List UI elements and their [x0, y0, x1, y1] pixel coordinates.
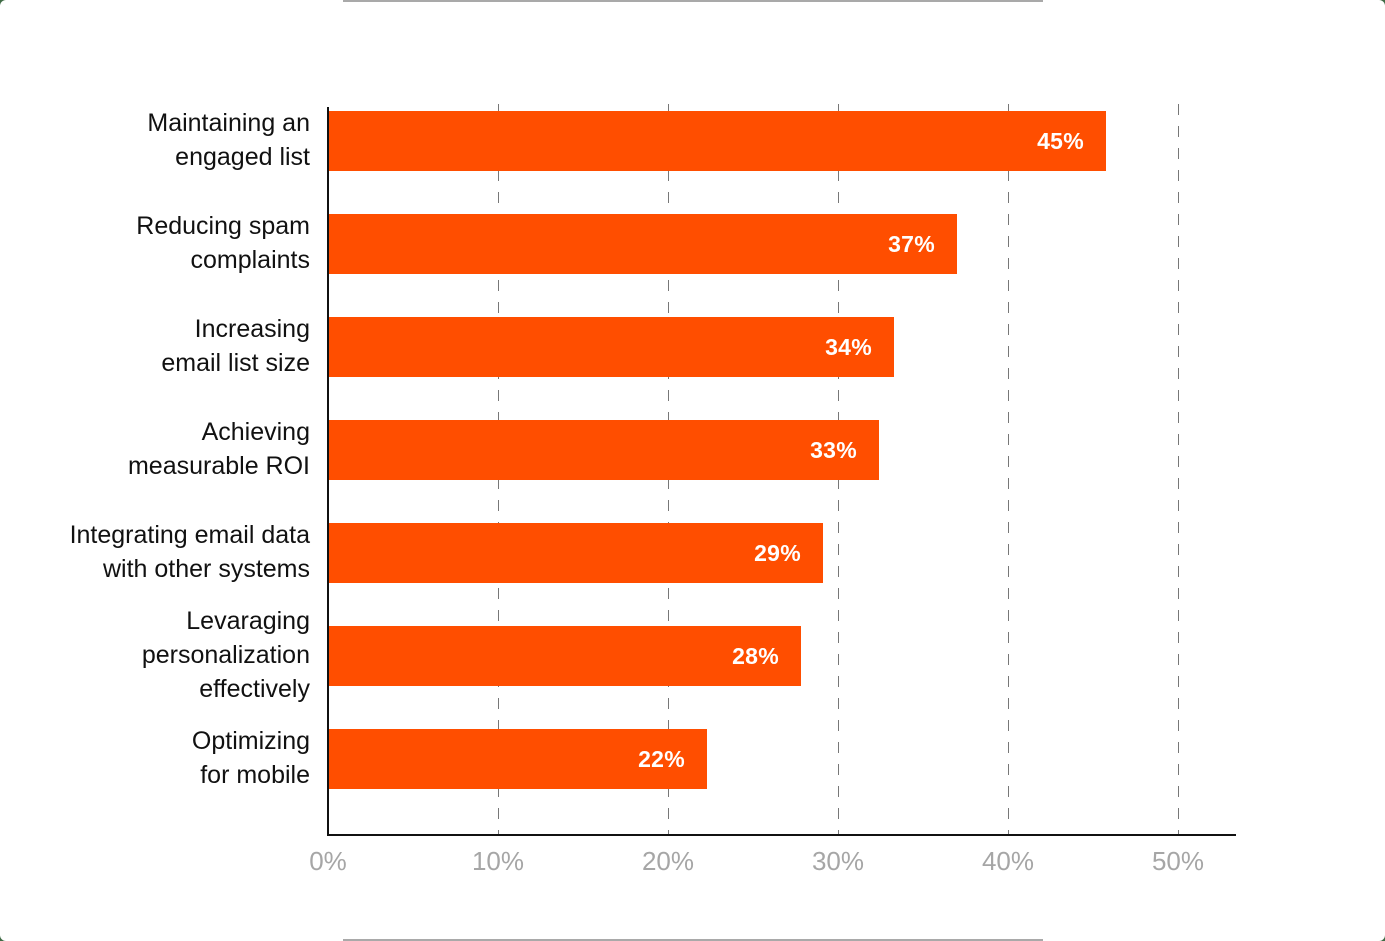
category-label-line: with other systems — [102, 555, 310, 583]
category-label-line: engaged list — [175, 143, 310, 171]
bar-levaraging-personalization: 28% — [329, 626, 801, 686]
category-label: Maintaining an engaged list — [0, 106, 310, 174]
x-tick-label: 20% — [641, 846, 695, 876]
category-label-line: measurable ROI — [127, 452, 310, 480]
bar-value-label: 45% — [1037, 128, 1084, 154]
bar-maintaining-engaged-list: 45% — [329, 111, 1106, 171]
category-label-line: complaints — [190, 246, 311, 274]
category-label-line: Maintaining an — [147, 109, 310, 137]
x-tick-label: 50% — [1151, 846, 1205, 876]
category-label-line: Increasing — [194, 315, 310, 343]
bar-value-label: 34% — [825, 334, 872, 360]
bar-value-label: 37% — [888, 231, 935, 257]
category-label: Integrating email data with other system… — [0, 518, 310, 586]
category-label: Reducing spam complaints — [0, 209, 310, 277]
bar-achieving-roi: 33% — [329, 420, 879, 480]
category-label-line: Reducing spam — [136, 212, 310, 240]
x-tick-label: 30% — [811, 846, 865, 876]
category-label: Increasing email list size — [0, 312, 310, 380]
x-axis-line — [327, 834, 1236, 836]
category-label-line: Achieving — [201, 418, 310, 446]
category-label-line: Optimizing — [191, 727, 310, 755]
category-label-line: Levaraging — [186, 607, 310, 635]
x-tick-label: 0% — [309, 846, 347, 876]
bottom-edge-strip — [343, 939, 1043, 941]
category-label: Optimizing for mobile — [0, 724, 310, 792]
category-label-line: personalization — [141, 641, 310, 669]
x-tick-label: 10% — [471, 846, 525, 876]
category-label-line: for mobile — [200, 761, 310, 789]
bar-optimizing-mobile: 22% — [329, 729, 707, 789]
bar-value-label: 22% — [638, 746, 685, 772]
y-axis-line — [327, 107, 329, 836]
category-label-line: email list size — [161, 349, 310, 377]
category-label: Levaraging personalization effectively — [0, 604, 310, 706]
bar-reducing-spam-complaints: 37% — [329, 214, 957, 274]
category-label-line: Integrating email data — [69, 521, 310, 549]
category-label-line: effectively — [199, 675, 310, 703]
category-label: Achieving measurable ROI — [0, 415, 310, 483]
bar-value-label: 28% — [732, 643, 779, 669]
gridline-50 — [1178, 104, 1179, 835]
bar-value-label: 33% — [810, 437, 857, 463]
gridline-40 — [1008, 104, 1009, 835]
bar-integrating-email-data: 29% — [329, 523, 823, 583]
top-edge-strip — [343, 0, 1043, 2]
bar-value-label: 29% — [754, 540, 801, 566]
x-tick-label: 40% — [981, 846, 1035, 876]
bar-increasing-list-size: 34% — [329, 317, 894, 377]
